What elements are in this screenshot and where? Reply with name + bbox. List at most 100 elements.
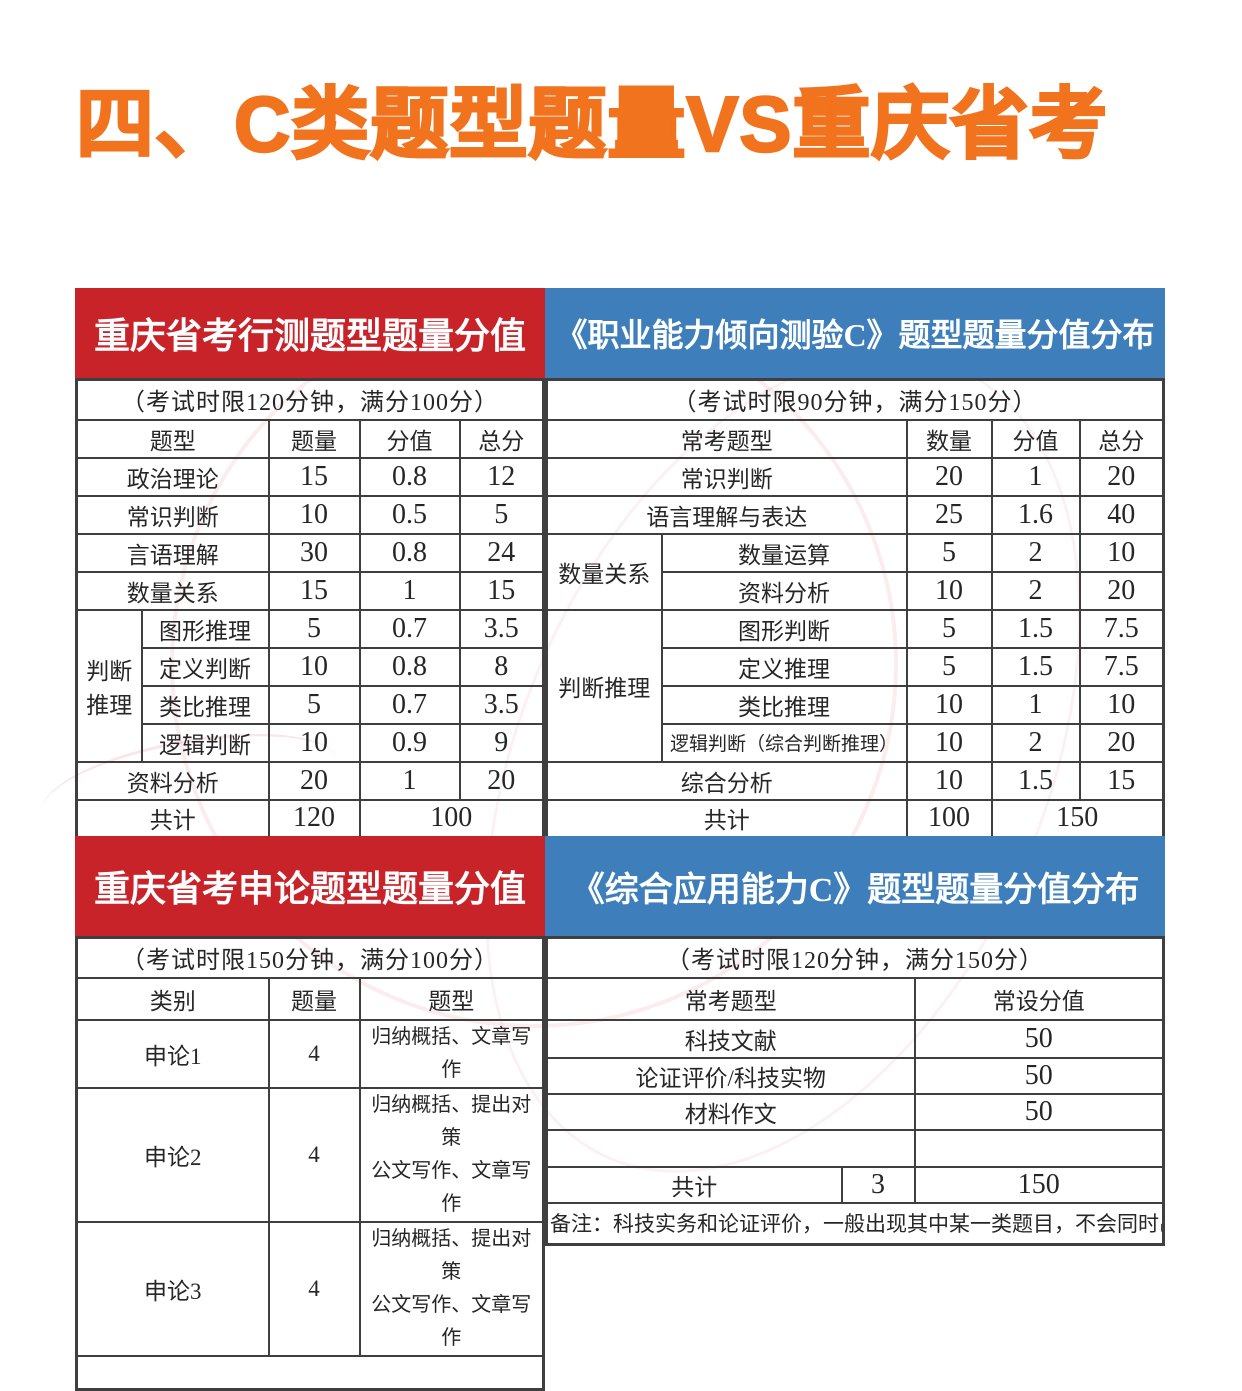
table-cell: 0.7 bbox=[358, 608, 461, 649]
table-row bbox=[75, 1354, 545, 1391]
row-label: 数量运算 bbox=[660, 532, 908, 573]
table-cell: 10 bbox=[267, 494, 361, 535]
column-header: 类别 bbox=[75, 976, 270, 1021]
total-row: 共计 3 150 bbox=[545, 1165, 1165, 1204]
row-label: 言语理解 bbox=[75, 532, 270, 573]
column-header: 总分 bbox=[1078, 418, 1165, 459]
xingce-cq-header: 重庆省考行测题型题量分值 bbox=[75, 288, 545, 378]
table-row: 资料分析 20 1 20 bbox=[75, 760, 545, 801]
empty-cell bbox=[545, 1128, 916, 1168]
table-cell: 10 bbox=[905, 570, 993, 611]
row-label: 资料分析 bbox=[660, 570, 908, 611]
total-quantity: 120 bbox=[267, 798, 361, 839]
empty-cell bbox=[913, 1128, 1165, 1168]
table-cell: 5 bbox=[267, 684, 361, 725]
table-row: 定义判断 10 0.8 8 bbox=[77, 646, 545, 687]
table-cell: 2 bbox=[990, 532, 1081, 573]
total-score: 150 bbox=[990, 798, 1165, 839]
table-header-row: 类别 题量 题型 bbox=[75, 976, 545, 1021]
table-cell: 5 bbox=[905, 532, 993, 573]
row-label: 逻辑判断 bbox=[140, 722, 270, 763]
table-cell: 0.5 bbox=[358, 494, 461, 535]
table-cell: 1 bbox=[358, 570, 461, 611]
row-label: 定义判断 bbox=[140, 646, 270, 687]
table-row: 申论1 4 归纳概括、文章写作 bbox=[75, 1018, 545, 1089]
table-cell: 20 bbox=[1078, 722, 1165, 763]
table-cell: 24 bbox=[458, 532, 545, 573]
table-cell: 50 bbox=[913, 1092, 1165, 1131]
header-label: 重庆省考申论题型题量分值 bbox=[93, 869, 526, 909]
row-label: 语言理解与表达 bbox=[545, 494, 908, 535]
table-row: （考试时限90分钟，满分150分） bbox=[545, 378, 1165, 421]
group-label: 数量关系 bbox=[545, 532, 663, 611]
table-cell: 4 bbox=[267, 1018, 361, 1089]
note-row: 备注：科技实务和论证评价，一般出现其中某一类题目，不会同时出现 bbox=[545, 1201, 1165, 1246]
table-row: 材料作文 50 bbox=[545, 1092, 1165, 1131]
table-row: 判断推理 图形推理 5 0.7 3.5 bbox=[75, 608, 545, 763]
table-row: 判断推理 图形判断 5 1.5 7.5 bbox=[545, 608, 1165, 763]
table-cell: 1 bbox=[990, 456, 1081, 497]
table-cell: 15 bbox=[267, 456, 361, 497]
table-cell: 4 bbox=[267, 1086, 361, 1223]
row-label: 类比推理 bbox=[140, 684, 270, 725]
total-score: 150 bbox=[913, 1165, 1165, 1204]
table-cell: 25 bbox=[905, 494, 993, 535]
table-row: 常识判断 10 0.5 5 bbox=[75, 494, 545, 535]
table-cell: 3.5 bbox=[458, 684, 545, 725]
table-row: 科技文献 50 bbox=[545, 1018, 1165, 1059]
row-label: 材料作文 bbox=[545, 1092, 916, 1131]
table-cell: 归纳概括、提出对策 公文写作、文章写作 bbox=[358, 1086, 545, 1223]
table-cell: 8 bbox=[458, 646, 545, 687]
row-label: 常识判断 bbox=[545, 456, 908, 497]
row-label: 定义推理 bbox=[660, 646, 908, 687]
type-line: 归纳概括、提出对策 bbox=[371, 1093, 532, 1149]
table-cell: 1 bbox=[358, 760, 461, 801]
table-cell: 40 bbox=[1078, 494, 1165, 535]
table-cell: 10 bbox=[267, 722, 361, 763]
row-label: 逻辑判断（综合判断推理） bbox=[660, 722, 908, 763]
table-cell: 1 bbox=[990, 684, 1081, 725]
table-row: 数量关系 15 1 15 bbox=[75, 570, 545, 611]
zhiye-c-header: 《职业能力倾向测验C》题型题量分值分布 bbox=[545, 288, 1165, 378]
table-cell: 0.8 bbox=[358, 646, 461, 687]
table-row: （考试时限120分钟，满分100分） bbox=[75, 378, 545, 421]
table-cell: 10 bbox=[1078, 532, 1165, 573]
total-row: 共计 120 100 bbox=[75, 798, 545, 839]
table-row: 资料分析 10 2 20 bbox=[547, 570, 1165, 611]
table-row: （考试时限150分钟，满分100分） bbox=[75, 936, 545, 979]
table-header-row: 常考题型 常设分值 bbox=[545, 976, 1165, 1021]
table-row: 类比推理 10 1 10 bbox=[547, 684, 1165, 725]
table-cell: 12 bbox=[458, 456, 545, 497]
table-cell: 1.5 bbox=[990, 608, 1081, 649]
table-cell: 7.5 bbox=[1078, 646, 1165, 687]
type-line: 公文写作、文章写作 bbox=[371, 1159, 532, 1215]
row-label: 申论1 bbox=[75, 1018, 270, 1089]
row-label: 数量关系 bbox=[75, 570, 270, 611]
zonghe-c-header: 《综合应用能力C》题型题量分值分布 bbox=[545, 836, 1165, 936]
total-quantity: 3 bbox=[840, 1165, 916, 1204]
table-cell: 20 bbox=[1078, 570, 1165, 611]
column-header: 分值 bbox=[358, 418, 461, 459]
total-quantity: 100 bbox=[905, 798, 993, 839]
table-cell: 10 bbox=[905, 760, 993, 801]
table-row: 言语理解 30 0.8 24 bbox=[75, 532, 545, 573]
table-row: 政治理论 15 0.8 12 bbox=[75, 456, 545, 497]
zhiye-c-table: （考试时限90分钟，满分150分） 常考题型 数量 分值 总分 常识判断 20 … bbox=[545, 378, 1165, 839]
type-line: 公文写作、文章写作 bbox=[371, 1293, 532, 1349]
table-cell: 2 bbox=[990, 570, 1081, 611]
column-header: 题型 bbox=[75, 418, 270, 459]
total-label: 共计 bbox=[545, 1165, 843, 1204]
row-label: 常识判断 bbox=[75, 494, 270, 535]
table-cell: 9 bbox=[458, 722, 545, 763]
table-cell: 50 bbox=[913, 1018, 1165, 1059]
table-cell: 归纳概括、文章写作 bbox=[358, 1018, 545, 1089]
table-header-row: 题型 题量 分值 总分 bbox=[75, 418, 545, 459]
table-cell: 20 bbox=[1078, 456, 1165, 497]
row-label: 申论2 bbox=[75, 1086, 270, 1223]
table-cell: 0.8 bbox=[358, 456, 461, 497]
column-header: 常考题型 bbox=[545, 976, 916, 1021]
table-cell: 10 bbox=[1078, 684, 1165, 725]
group-label: 判断推理 bbox=[75, 608, 143, 763]
table-cell: 5 bbox=[458, 494, 545, 535]
shenlun-cq-table: （考试时限150分钟，满分100分） 类别 题量 题型 申论1 4 归纳概括、文… bbox=[75, 936, 545, 1391]
